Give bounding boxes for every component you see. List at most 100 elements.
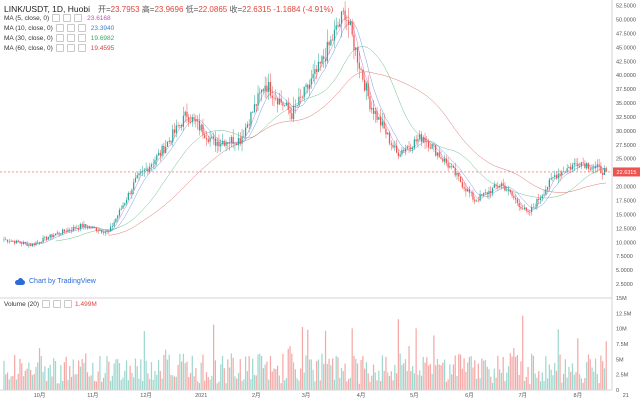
volume-bar bbox=[390, 371, 392, 390]
volume-bar bbox=[228, 367, 231, 390]
close-toggle-icon[interactable] bbox=[77, 24, 86, 32]
indicator-label: MA (30, close, 0) bbox=[4, 34, 53, 42]
candle-body bbox=[479, 194, 481, 201]
volume-bar bbox=[127, 380, 129, 390]
candle-body bbox=[63, 229, 66, 232]
volume-bar bbox=[515, 356, 517, 390]
candle-body bbox=[120, 208, 122, 210]
symbol-title[interactable]: LINK/USDT, 1D, Huobi bbox=[4, 4, 90, 14]
volume-bar bbox=[387, 372, 389, 390]
candle-body bbox=[552, 177, 554, 179]
volume-bar bbox=[197, 381, 199, 390]
settings-toggle-icon[interactable] bbox=[66, 34, 75, 42]
candle-body bbox=[92, 226, 94, 229]
candle-body bbox=[28, 244, 30, 246]
volume-bar bbox=[461, 368, 463, 390]
candle-body bbox=[10, 241, 12, 242]
candle-body bbox=[340, 11, 343, 24]
volume-bar bbox=[90, 375, 92, 390]
candle-body bbox=[605, 168, 607, 172]
volume-bar bbox=[603, 368, 606, 390]
candle-body bbox=[205, 138, 208, 140]
candle-body bbox=[571, 164, 574, 170]
indicator-ma5[interactable]: MA (5, close, 0) 23.6168 bbox=[4, 13, 114, 23]
eye-toggle-icon[interactable] bbox=[55, 34, 64, 42]
volume-bar bbox=[527, 366, 529, 390]
volume-bar bbox=[522, 315, 524, 390]
volume-bar bbox=[305, 355, 307, 390]
close-toggle-icon[interactable] bbox=[64, 300, 73, 308]
volume-bar bbox=[237, 373, 240, 390]
volume-bar bbox=[550, 369, 552, 390]
candle-body bbox=[562, 171, 565, 173]
volume-bar bbox=[546, 378, 549, 390]
candle-body bbox=[390, 143, 392, 145]
candle-body bbox=[483, 192, 485, 196]
indicator-ma10[interactable]: MA (10, close, 0) 23.3940 bbox=[4, 23, 114, 33]
time-axis[interactable]: 10月 11月 12月 2021 2月 3月 4月 5月 6月 7月 8月 21 bbox=[34, 392, 629, 399]
volume-bar bbox=[502, 357, 504, 390]
candle-body bbox=[383, 121, 385, 129]
volume-bar bbox=[417, 374, 419, 390]
volume-pane[interactable] bbox=[3, 315, 607, 390]
eye-toggle-icon[interactable] bbox=[42, 300, 51, 308]
candle-body bbox=[420, 134, 423, 143]
settings-toggle-icon[interactable] bbox=[63, 14, 72, 22]
branding-text: Chart by TradingView bbox=[29, 278, 96, 285]
volume-bar bbox=[172, 375, 174, 390]
settings-toggle-icon[interactable] bbox=[53, 300, 62, 308]
volume-axis[interactable]: 0 2.5M 5M 7.5M 10M 12.5M 15M bbox=[616, 296, 632, 394]
volume-bar bbox=[200, 362, 202, 390]
volume-bar bbox=[605, 341, 607, 390]
candle-body bbox=[51, 234, 53, 237]
volume-bar bbox=[403, 363, 405, 390]
candle-body bbox=[360, 68, 362, 70]
price-axis[interactable]: 2.5000 5.0000 7.5000 10.0000 12.5000 15.0000 1… bbox=[616, 4, 636, 289]
volume-bar bbox=[346, 381, 348, 390]
volume-bar bbox=[523, 380, 526, 390]
settings-toggle-icon[interactable] bbox=[66, 44, 75, 52]
indicator-ma30[interactable]: MA (30, close, 0) 19.6982 bbox=[4, 33, 114, 43]
eye-toggle-icon[interactable] bbox=[52, 14, 61, 22]
candle-body bbox=[328, 41, 330, 46]
close-toggle-icon[interactable] bbox=[74, 14, 83, 22]
volume-bar bbox=[399, 353, 401, 390]
volume-bar bbox=[337, 357, 339, 390]
volume-bar bbox=[401, 365, 403, 390]
time-tick-label: 21 bbox=[623, 393, 629, 399]
price-pane[interactable] bbox=[0, 0, 612, 298]
candle-body bbox=[253, 104, 256, 113]
eye-toggle-icon[interactable] bbox=[55, 44, 64, 52]
candle-body bbox=[65, 231, 67, 233]
candle-body bbox=[461, 182, 463, 188]
tradingview-branding[interactable]: Chart by TradingView bbox=[15, 278, 96, 285]
candle-body bbox=[387, 132, 389, 135]
candle-body bbox=[442, 158, 444, 162]
candle-body bbox=[506, 190, 508, 192]
indicator-ma60[interactable]: MA (60, close, 0) 19.4595 bbox=[4, 43, 114, 53]
candle-body bbox=[85, 224, 87, 227]
candle-body bbox=[477, 200, 479, 202]
indicator-label: MA (5, close, 0) bbox=[4, 14, 50, 22]
candle-body bbox=[150, 164, 153, 167]
close-toggle-icon[interactable] bbox=[77, 34, 86, 42]
candle-body bbox=[413, 139, 415, 148]
volume-tick-label: 7.5M bbox=[616, 342, 629, 348]
volume-bar bbox=[335, 355, 337, 390]
eye-toggle-icon[interactable] bbox=[55, 24, 64, 32]
volume-legend[interactable]: Volume (20) 1.499M bbox=[4, 300, 97, 308]
candle-body bbox=[221, 141, 224, 144]
settings-toggle-icon[interactable] bbox=[66, 24, 75, 32]
candle-body bbox=[266, 85, 268, 92]
candle-body bbox=[452, 166, 455, 168]
close-toggle-icon[interactable] bbox=[77, 44, 86, 52]
candle-body bbox=[458, 172, 460, 177]
candle-body bbox=[56, 232, 58, 234]
candle-body bbox=[83, 224, 85, 227]
candle-body bbox=[431, 144, 433, 149]
volume-bar bbox=[406, 370, 408, 390]
volume-bar bbox=[356, 363, 359, 390]
candle-body bbox=[550, 178, 552, 180]
volume-bar bbox=[276, 365, 279, 390]
